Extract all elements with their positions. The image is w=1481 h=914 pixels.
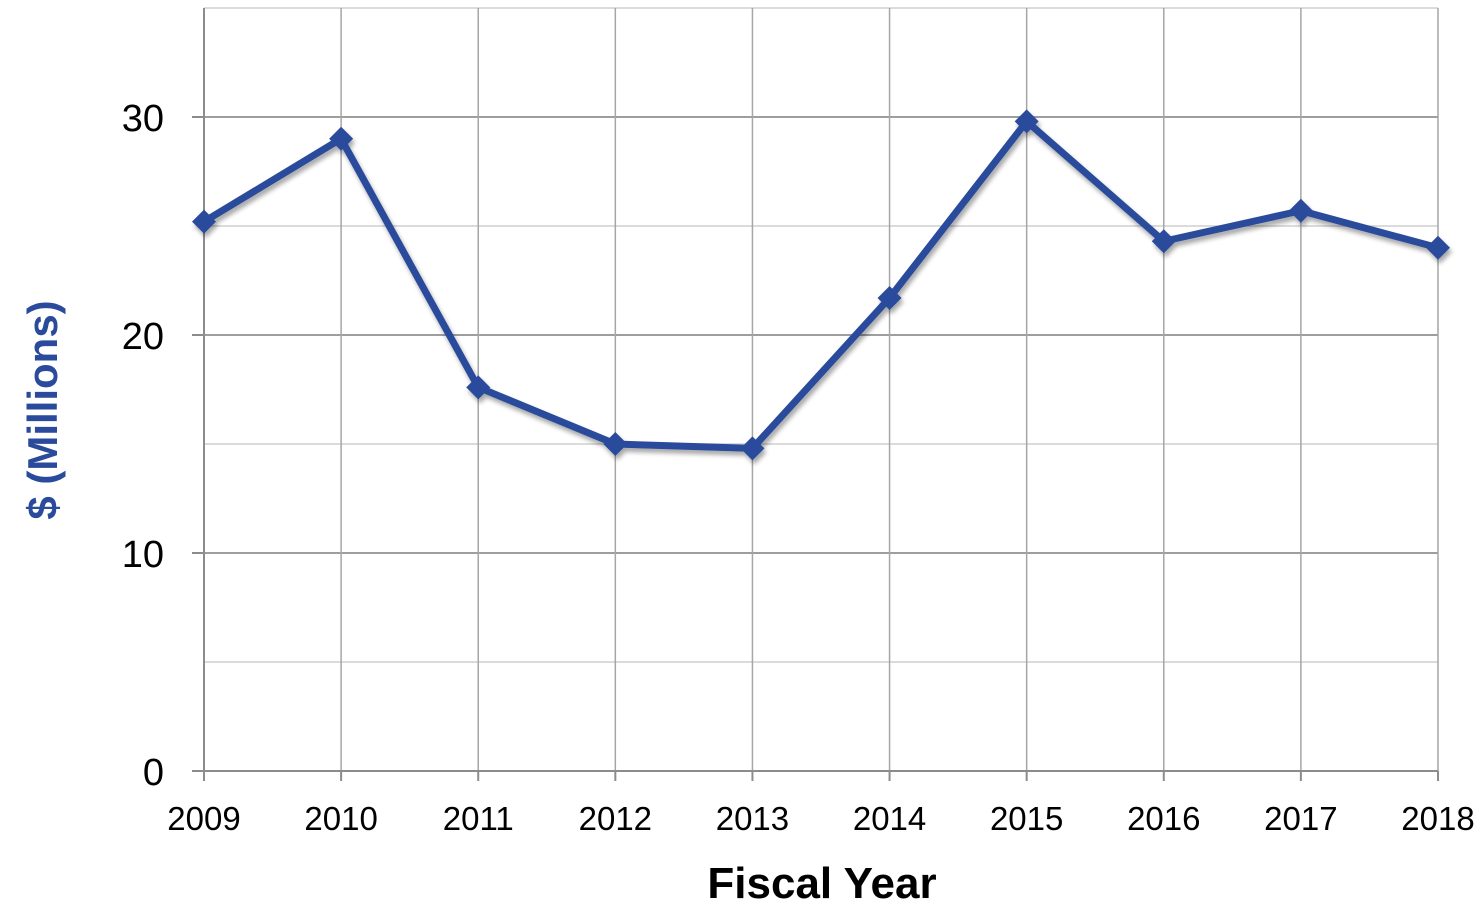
- data-point-marker: [192, 209, 216, 234]
- x-tick-label: 2014: [853, 800, 926, 837]
- y-tick-label: 30: [122, 98, 164, 140]
- series-line: [200, 117, 1442, 452]
- axes: [192, 8, 1439, 781]
- grid-lines: [203, 7, 1439, 771]
- x-tick-label: 2018: [1401, 800, 1474, 837]
- data-point-marker: [603, 432, 628, 456]
- y-tick-label: 10: [122, 534, 164, 576]
- series-layer: [192, 109, 1450, 461]
- x-tick-label: 2009: [167, 800, 240, 837]
- x-tick-label: 2010: [304, 800, 377, 837]
- x-tick-label: 2013: [716, 800, 789, 837]
- data-point-marker: [1014, 109, 1039, 134]
- data-point-marker: [1151, 229, 1176, 254]
- x-tick-label: 2017: [1264, 800, 1337, 837]
- x-tick-label: 2016: [1127, 800, 1200, 837]
- data-point-marker: [466, 375, 491, 400]
- y-tick-label: 20: [122, 316, 164, 358]
- data-point-marker: [329, 126, 354, 151]
- data-point-marker: [1288, 198, 1313, 223]
- x-tick-label: 2011: [443, 800, 514, 837]
- x-tick-label: 2015: [990, 800, 1063, 837]
- x-axis-title: Fiscal Year: [707, 859, 936, 908]
- tick-labels: 0 10 20 30 2009 2010 2011 2012 2013 2014 2015 2016 2…: [122, 98, 1475, 837]
- data-point-marker: [1426, 235, 1450, 260]
- y-axis-title: $ (Millions): [19, 300, 66, 519]
- y-tick-label: 0: [143, 752, 164, 794]
- data-point-marker: [877, 285, 902, 310]
- x-tick-label: 2012: [579, 800, 652, 837]
- series-group: [192, 109, 1450, 461]
- data-point-marker: [740, 436, 765, 461]
